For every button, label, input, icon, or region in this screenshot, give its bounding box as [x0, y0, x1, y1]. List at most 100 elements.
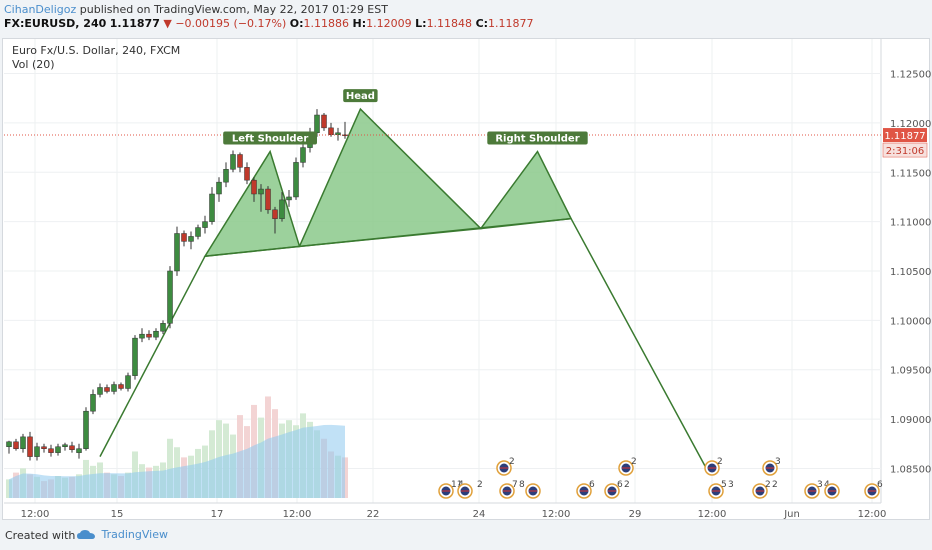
- candle-body: [321, 114, 327, 129]
- event-count: 3: [817, 480, 823, 490]
- candle-body: [118, 384, 124, 389]
- candle: [244, 162, 250, 185]
- candle-body: [146, 333, 152, 338]
- event-flag-icon: [525, 483, 541, 499]
- symbol-line: FX:EURUSD, 240 1.11877 ▼ −0.00195 (−0.17…: [4, 17, 534, 30]
- candle: [272, 206, 278, 234]
- candle: [111, 381, 117, 395]
- candle: [153, 328, 159, 341]
- head-shape: [298, 107, 483, 248]
- target-projection-line: [570, 218, 710, 474]
- candle: [209, 187, 215, 225]
- candle-body: [314, 114, 320, 134]
- event-flag-icon: 3: [762, 457, 781, 476]
- price-tick-label: 1.12000: [890, 119, 931, 130]
- author-link[interactable]: CihanDeligoz: [4, 3, 77, 16]
- price-tick-label: 1.09500: [890, 366, 931, 377]
- event-count: 2: [477, 480, 483, 490]
- candle: [34, 442, 40, 461]
- candle: [160, 320, 166, 335]
- candle-body: [69, 445, 75, 450]
- created-with-text: Created with: [5, 529, 76, 542]
- volume-bar: [167, 438, 173, 498]
- candle: [223, 162, 229, 188]
- event-count: 3: [728, 480, 734, 490]
- candle-body: [286, 196, 292, 201]
- pattern-label-box: [487, 131, 588, 145]
- candle: [181, 230, 187, 247]
- open-value: 1.11886: [303, 17, 350, 30]
- header-bar: CihanDeligoz published on TradingView.co…: [0, 0, 932, 38]
- candle: [6, 440, 12, 454]
- candle-body: [300, 147, 306, 163]
- low-value: 1.11848: [426, 17, 473, 30]
- event-count: 7: [512, 480, 518, 490]
- chart-area[interactable]: [2, 38, 930, 520]
- time-tick-label: 12:00: [698, 509, 727, 520]
- neckline: [204, 217, 572, 257]
- price-change: ▼ −0.00195 (−0.17%): [163, 17, 287, 30]
- price-tick-label: 1.12500: [890, 70, 931, 81]
- candle-body: [195, 227, 201, 237]
- event-count: 6: [589, 480, 595, 490]
- candle: [195, 224, 201, 240]
- candle-body: [76, 448, 82, 453]
- price-tick-label: 1.11000: [890, 218, 931, 229]
- price-tick-label: 1.10000: [890, 316, 931, 327]
- time-tick-label: 17: [211, 509, 224, 520]
- candle-body: [20, 436, 26, 449]
- symbol: FX:EURUSD, 240: [4, 17, 107, 30]
- candle-body: [293, 162, 299, 198]
- open-label: O:: [289, 17, 304, 30]
- candle-body: [342, 134, 348, 137]
- candle: [125, 372, 131, 392]
- candle: [293, 157, 299, 200]
- last-price-tag-text: 1.11877: [884, 131, 925, 142]
- footer-bar: Created with TradingView: [0, 522, 932, 550]
- candle: [342, 121, 348, 139]
- candle-body: [279, 199, 285, 219]
- low-label: L:: [415, 17, 427, 30]
- candle: [230, 150, 236, 173]
- candle: [279, 192, 285, 222]
- event-count: 2: [509, 457, 515, 467]
- countdown-tag: [882, 142, 928, 158]
- right-shoulder-shape: [479, 150, 573, 230]
- high-label: H:: [352, 17, 367, 30]
- price-tick-label: 1.10500: [890, 267, 931, 278]
- event-count: 3: [775, 457, 781, 467]
- event-count: 6: [617, 480, 623, 490]
- candle-body: [328, 127, 334, 136]
- brand-name: TradingView: [101, 528, 168, 541]
- impulse-line: [99, 255, 206, 457]
- candle: [167, 266, 173, 329]
- candle: [174, 226, 180, 276]
- event-count: 2: [631, 457, 637, 467]
- candle-body: [153, 330, 159, 338]
- candle: [41, 443, 47, 453]
- close-value: 1.11877: [488, 17, 534, 30]
- pattern-label: Left Shoulder: [232, 134, 308, 145]
- candle-body: [230, 154, 236, 170]
- candle-body: [104, 387, 110, 392]
- candle-body: [272, 209, 278, 219]
- last-price: 1.11877: [109, 17, 160, 30]
- candle: [258, 184, 264, 212]
- candle: [83, 407, 89, 451]
- time-tick-label: 29: [629, 509, 642, 520]
- candle: [76, 443, 82, 459]
- price-tick-label: 1.09000: [890, 415, 931, 426]
- candle-body: [27, 436, 33, 457]
- pattern-label-box: [343, 89, 378, 103]
- candle: [90, 389, 96, 415]
- candle: [20, 433, 26, 453]
- tradingview-logo[interactable]: TradingView: [76, 528, 168, 541]
- candle-body: [265, 188, 271, 211]
- event-count: 2: [624, 480, 630, 490]
- candle: [251, 177, 257, 202]
- candle-body: [244, 167, 250, 181]
- time-tick-label: 12:00: [21, 509, 50, 520]
